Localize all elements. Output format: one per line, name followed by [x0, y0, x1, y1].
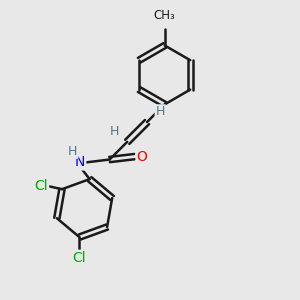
Text: H: H — [109, 125, 119, 138]
Text: H: H — [156, 105, 165, 118]
Text: H: H — [68, 145, 77, 158]
Text: Cl: Cl — [73, 251, 86, 265]
Text: O: O — [136, 150, 147, 164]
Text: Cl: Cl — [34, 179, 48, 193]
Text: N: N — [75, 155, 85, 170]
Text: CH₃: CH₃ — [154, 9, 176, 22]
